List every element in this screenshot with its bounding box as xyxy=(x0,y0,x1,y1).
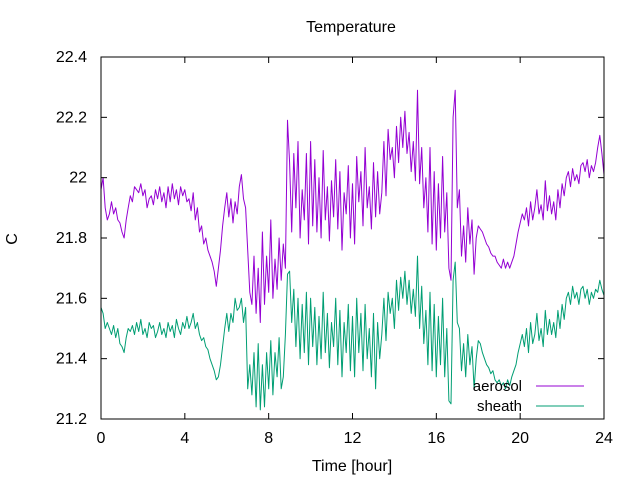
legend-label-sheath: sheath xyxy=(477,398,522,415)
x-tick-label: 0 xyxy=(97,430,106,447)
tick-layer: 0 4 8 12 16 20 24 21.2 21.4 21.6 21.8 22 22.2 22.4 xyxy=(56,49,613,447)
y-tick-label: 21.2 xyxy=(56,411,87,428)
x-tick-label: 20 xyxy=(511,430,529,447)
y-tick-label: 22.2 xyxy=(56,109,87,126)
series-layer xyxy=(100,89,605,411)
series-line-sheath xyxy=(100,255,605,411)
legend-label-aerosol: aerosol xyxy=(473,378,522,395)
legend: aerosol sheath xyxy=(473,378,584,415)
x-tick-label: 12 xyxy=(344,430,362,447)
y-tick-label: 21.8 xyxy=(56,230,87,247)
x-tick-label: 16 xyxy=(427,430,445,447)
y-tick-label: 21.6 xyxy=(56,290,87,307)
x-tick-label: 8 xyxy=(264,430,273,447)
x-tick-label: 24 xyxy=(595,430,613,447)
series-line-aerosol xyxy=(100,89,605,323)
chart-title: Temperature xyxy=(306,19,396,36)
y-tick-label: 22 xyxy=(69,170,87,187)
x-tick-label: 4 xyxy=(180,430,189,447)
y-tick-label: 22.4 xyxy=(56,49,87,66)
y-axis-label: C xyxy=(4,233,21,245)
x-axis-label: Time [hour] xyxy=(312,458,392,475)
y-tick-label: 21.4 xyxy=(56,351,87,368)
